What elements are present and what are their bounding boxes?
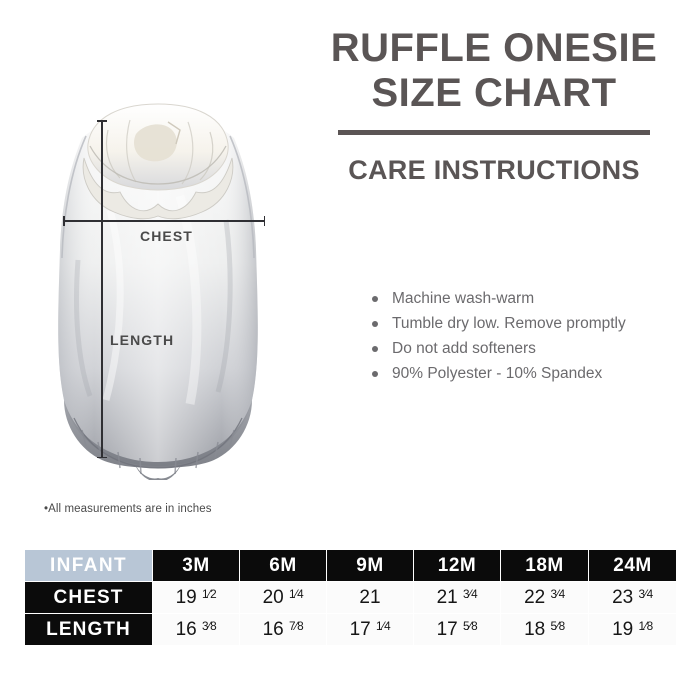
- table-header-size: 3M: [152, 549, 240, 582]
- collar-scallops: [82, 157, 234, 220]
- garment-illustration: [30, 100, 290, 480]
- length-measure-label: LENGTH: [110, 332, 175, 348]
- table-header-size: 18M: [500, 549, 589, 582]
- onesie-drawing: [58, 103, 258, 480]
- table-header-infant: INFANT: [24, 549, 153, 582]
- table-cell-value: 22 3⁄4: [500, 581, 589, 614]
- care-instruction-item: Machine wash-warm: [370, 288, 680, 310]
- page-title: RUFFLE ONESIE SIZE CHART: [300, 26, 688, 116]
- bullet-dot-icon: [372, 296, 378, 302]
- title-divider: [338, 129, 650, 135]
- table-header-size: 24M: [588, 549, 677, 582]
- bullet-dot-icon: [372, 346, 378, 352]
- care-instruction-item: Tumble dry low. Remove promptly: [370, 313, 680, 335]
- table-cell-value: 19 1⁄8: [588, 613, 677, 646]
- fold-4: [74, 259, 93, 397]
- table-row: LENGTH 16 3⁄8 16 7⁄8 17 1⁄4 17 5⁄8 18 5⁄8 19 1…: [24, 613, 677, 646]
- bullet-dot-icon: [372, 371, 378, 377]
- collar-placket: [167, 121, 181, 145]
- chest-measure-label: CHEST: [140, 228, 193, 244]
- table-cell-value: 17 1⁄4: [326, 613, 414, 646]
- table-cell-value: 17 5⁄8: [413, 613, 501, 646]
- table-cell-value: 16 7⁄8: [239, 613, 327, 646]
- table-cell-value: 16 3⁄8: [152, 613, 240, 646]
- headings-block: RUFFLE ONESIE SIZE CHART CARE INSTRUCTIO…: [300, 26, 688, 186]
- measurements-footnote: •All measurements are in inches: [44, 503, 212, 515]
- care-instruction-text: 90% Polyester - 10% Spandex: [392, 365, 603, 382]
- table-row-label: LENGTH: [24, 613, 153, 646]
- table-cell-value: 20 1⁄4: [239, 581, 327, 614]
- table-cell-value: 19 1⁄2: [152, 581, 240, 614]
- armhole-left: [61, 135, 87, 259]
- elastic-hem: [64, 400, 252, 480]
- fold-3: [215, 219, 233, 393]
- table-row-label: CHEST: [24, 581, 153, 614]
- table-header-size: 12M: [413, 549, 501, 582]
- size-chart-table: INFANT 3M 6M 9M 12M 18M 24M CHEST 19 1⁄2 20 1⁄4 21…: [24, 549, 677, 646]
- title-line-2: SIZE CHART: [371, 70, 617, 115]
- table-row: CHEST 19 1⁄2 20 1⁄4 21 21 3⁄4 22 3⁄4 23 3⁄4: [24, 581, 677, 614]
- table-cell-value: 21 3⁄4: [413, 581, 501, 614]
- size-table-body: INFANT 3M 6M 9M 12M 18M 24M CHEST 19 1⁄2 20 1⁄4 21…: [24, 549, 677, 646]
- table-header-row: INFANT 3M 6M 9M 12M 18M 24M: [24, 549, 677, 582]
- care-instructions-list: Machine wash-warm Tumble dry low. Remove …: [370, 288, 680, 388]
- care-instruction-text: Machine wash-warm: [392, 290, 535, 307]
- bullet-dot-icon: [372, 321, 378, 327]
- care-instruction-text: Do not add softeners: [392, 340, 536, 357]
- table-cell-value: 18 5⁄8: [500, 613, 589, 646]
- length-measure-line: [97, 120, 106, 458]
- chest-measure-line: [63, 217, 265, 225]
- table-header-size: 6M: [239, 549, 327, 582]
- ruffle-collar: [82, 103, 234, 220]
- care-instructions-title: CARE INSTRUCTIONS: [348, 154, 640, 185]
- table-cell-value: 23 3⁄4: [588, 581, 677, 614]
- care-instruction-item: Do not add softeners: [370, 338, 680, 360]
- armhole-right: [229, 135, 255, 259]
- care-instruction-item: 90% Polyester - 10% Spandex: [370, 363, 680, 385]
- table-cell-value: 21: [326, 581, 414, 614]
- care-instruction-text: Tumble dry low. Remove promptly: [392, 315, 626, 332]
- table-header-size: 9M: [326, 549, 414, 582]
- neck-opening: [134, 124, 177, 162]
- title-line-1: RUFFLE ONESIE: [330, 26, 658, 70]
- fold-1: [102, 209, 124, 401]
